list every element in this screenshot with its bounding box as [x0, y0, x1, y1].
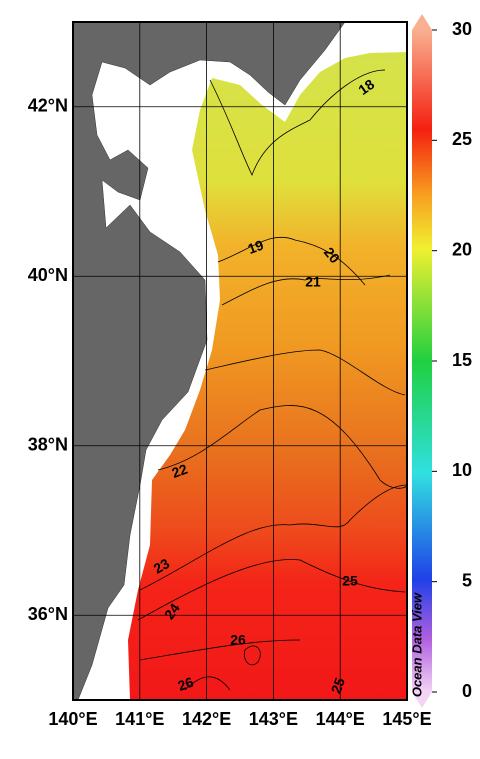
y-tick-label: 38°N: [28, 435, 68, 455]
watermark: Ocean Data View: [409, 592, 424, 697]
contour-label: 23: [151, 555, 173, 577]
colorbar-tick-label: 10: [452, 460, 472, 480]
x-tick-label: 140°E: [48, 709, 97, 729]
colorbar: [412, 30, 432, 692]
colorbar-extend-bottom: [412, 692, 432, 708]
x-tick-label: 142°E: [182, 709, 231, 729]
contour-label: 22: [170, 461, 190, 481]
x-tick-label: 143°E: [249, 709, 298, 729]
contours: [137, 69, 407, 691]
colorbar-tick-label: 0: [462, 681, 472, 701]
contour-label: 26: [176, 674, 196, 694]
contour-label: 26: [230, 632, 246, 648]
y-tick-label: 42°N: [28, 96, 68, 116]
colorbar-tick-label: 20: [452, 239, 472, 259]
x-tick-label: 144°E: [316, 709, 365, 729]
colorbar-tick-label: 25: [452, 129, 472, 149]
y-tick-label: 36°N: [28, 604, 68, 624]
sea-temperature-field: [128, 52, 407, 700]
colorbar-tick-label: 5: [462, 570, 472, 590]
colorbar-extend-top: [412, 14, 432, 30]
x-tick-label: 145°E: [382, 709, 431, 729]
land: [73, 22, 346, 700]
contour-label: 25: [342, 573, 358, 589]
contour-label: 25: [328, 675, 348, 695]
x-tick-label: 141°E: [115, 709, 164, 729]
map-area: [73, 22, 407, 700]
colorbar-tick-label: 30: [452, 19, 472, 39]
y-tick-label: 40°N: [28, 265, 68, 285]
contour-label: 19: [246, 237, 266, 257]
colorbar-tick-label: 15: [452, 350, 472, 370]
contour-label: 21: [305, 274, 321, 290]
